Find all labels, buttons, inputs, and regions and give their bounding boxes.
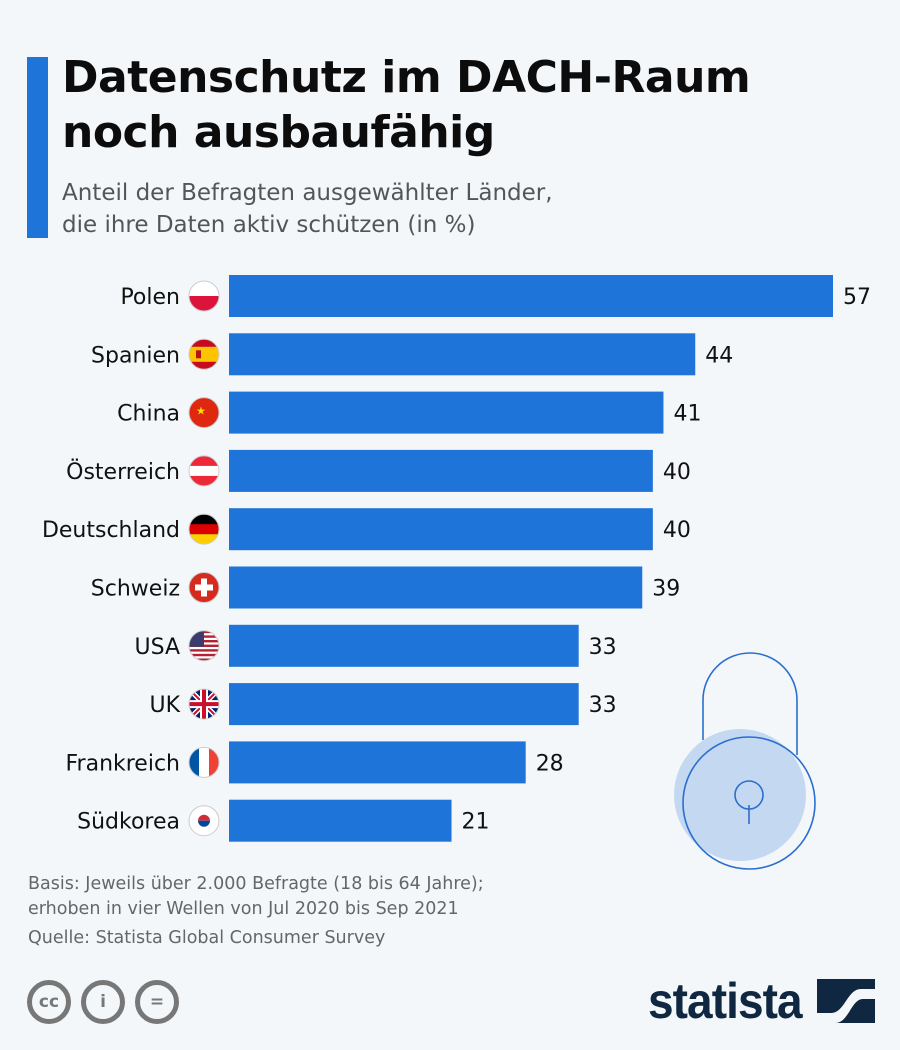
bar-deutschland [229,508,653,551]
statista-logo[interactable]: statista [648,972,876,1030]
switzerland-flag-icon [188,572,220,603]
value-label: 33 [589,635,617,660]
category-label: Österreich [66,459,180,485]
bar-usa [229,624,579,667]
category-label: Südkorea [77,810,180,835]
title-accent-bar [27,57,48,238]
bar-spanien [229,333,696,376]
category-label: Spanien [91,343,180,368]
south-korea-flag-icon [188,805,220,837]
bar-polen [229,275,833,317]
padlock-illustration [674,652,816,870]
china-flag-icon: ★ [188,397,220,429]
value-label: 57 [843,285,871,310]
value-label: 40 [663,518,691,543]
category-label: China [117,402,180,427]
source-note: Quelle: Statista Global Consumer Survey [28,928,386,948]
statista-logo-text: statista [648,973,803,1029]
attribution-icon[interactable]: i [81,980,125,1024]
value-label: 33 [589,693,617,718]
germany-flag-icon [188,513,220,545]
value-label: 28 [536,751,564,776]
france-flag-icon [188,746,220,778]
bar-österreich [229,449,653,492]
bar-chart: Polen 57 Spanien 44 China 41 ★ Österreich 40 Deut… [42,275,871,870]
bar-frankreich [229,741,526,784]
value-label: 21 [462,810,490,835]
bar-uk [229,683,579,726]
value-label: 41 [673,402,701,427]
basis-line-2: erhoben in vier Wellen von Jul 2020 bis … [28,899,459,919]
poland-flag-icon [188,280,220,312]
value-label: 40 [663,460,691,485]
subtitle-line-2: die ihre Daten aktiv schützen (in %) [62,212,476,238]
uk-flag-icon [188,688,220,720]
bar-china [229,391,664,434]
statista-logo-icon [817,979,876,1023]
category-label: Polen [120,285,180,310]
footnote-basis: Basis: Jeweils über 2.000 Befragte (18 b… [28,872,484,922]
title-line-1: Datenschutz im DACH-Raum [62,52,751,103]
category-label: Frankreich [65,751,180,776]
category-label: Schweiz [91,577,180,602]
basis-line-1: Basis: Jeweils über 2.000 Befragte (18 b… [28,874,484,894]
category-label: Deutschland [42,518,180,543]
svg-text:★: ★ [196,405,206,418]
bar-südkorea [229,799,452,842]
category-label: USA [134,635,180,660]
bar-schweiz [229,566,643,609]
cc-icon[interactable]: cc [27,980,71,1024]
usa-flag-icon [188,630,220,662]
title-line-2: noch ausbaufähig [62,107,495,158]
category-label: UK [149,693,180,718]
license-icons[interactable]: cc i = [27,980,179,1024]
subtitle-line-1: Anteil der Befragten ausgewählter Länder… [62,180,553,206]
value-label: 39 [652,577,680,602]
chart-subtitle: Anteil der Befragten ausgewählter Länder… [62,177,553,241]
austria-flag-icon [188,455,220,487]
spain-flag-icon [188,338,220,370]
no-derivatives-icon[interactable]: = [135,980,179,1024]
value-label: 44 [705,343,733,368]
chart-title: Datenschutz im DACH-Raum noch ausbaufähig [62,50,751,160]
